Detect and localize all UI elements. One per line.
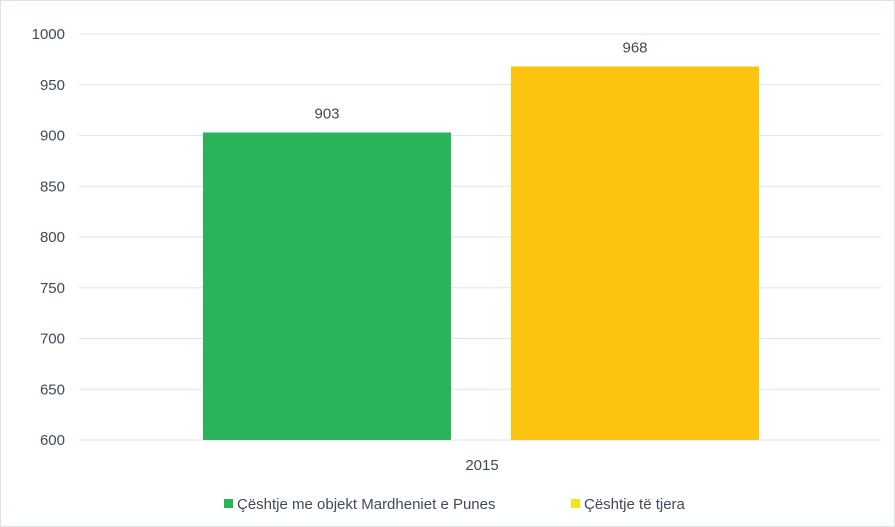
bar-ceshtje-mardheniet-e-punes <box>203 132 451 440</box>
y-axis-ticks: 600 650 700 750 800 850 900 950 1000 <box>32 26 65 449</box>
gridlines <box>79 33 881 441</box>
x-category-label-2015: 2015 <box>465 457 498 474</box>
bar-ceshtje-te-tjera <box>511 66 759 440</box>
y-tick-label-600: 600 <box>40 432 65 449</box>
legend-label-ceshtje-te-tjera: Çështje të tjera <box>584 496 686 513</box>
x-axis-categories: 2015 <box>465 457 498 474</box>
data-label-ceshtje-mardheniet-e-punes: 903 <box>314 105 339 122</box>
legend-swatch-ceshtje-mardheniet-e-punes <box>224 499 233 508</box>
y-tick-label-700: 700 <box>40 331 65 348</box>
y-tick-label-750: 750 <box>40 280 65 297</box>
legend-swatch-ceshtje-te-tjera <box>571 499 580 508</box>
y-tick-label-850: 850 <box>40 178 65 195</box>
legend: Çështje me objekt Mardheniet e Punes Çësh… <box>224 496 686 513</box>
y-tick-label-650: 650 <box>40 381 65 398</box>
legend-label-ceshtje-mardheniet-e-punes: Çështje me objekt Mardheniet e Punes <box>237 496 495 513</box>
y-tick-label-1000: 1000 <box>32 26 65 43</box>
data-labels: 903 968 <box>314 39 647 122</box>
y-tick-label-900: 900 <box>40 128 65 145</box>
bars <box>203 66 759 440</box>
data-label-ceshtje-te-tjera: 968 <box>622 39 647 56</box>
y-tick-label-800: 800 <box>40 229 65 246</box>
y-tick-label-950: 950 <box>40 77 65 94</box>
